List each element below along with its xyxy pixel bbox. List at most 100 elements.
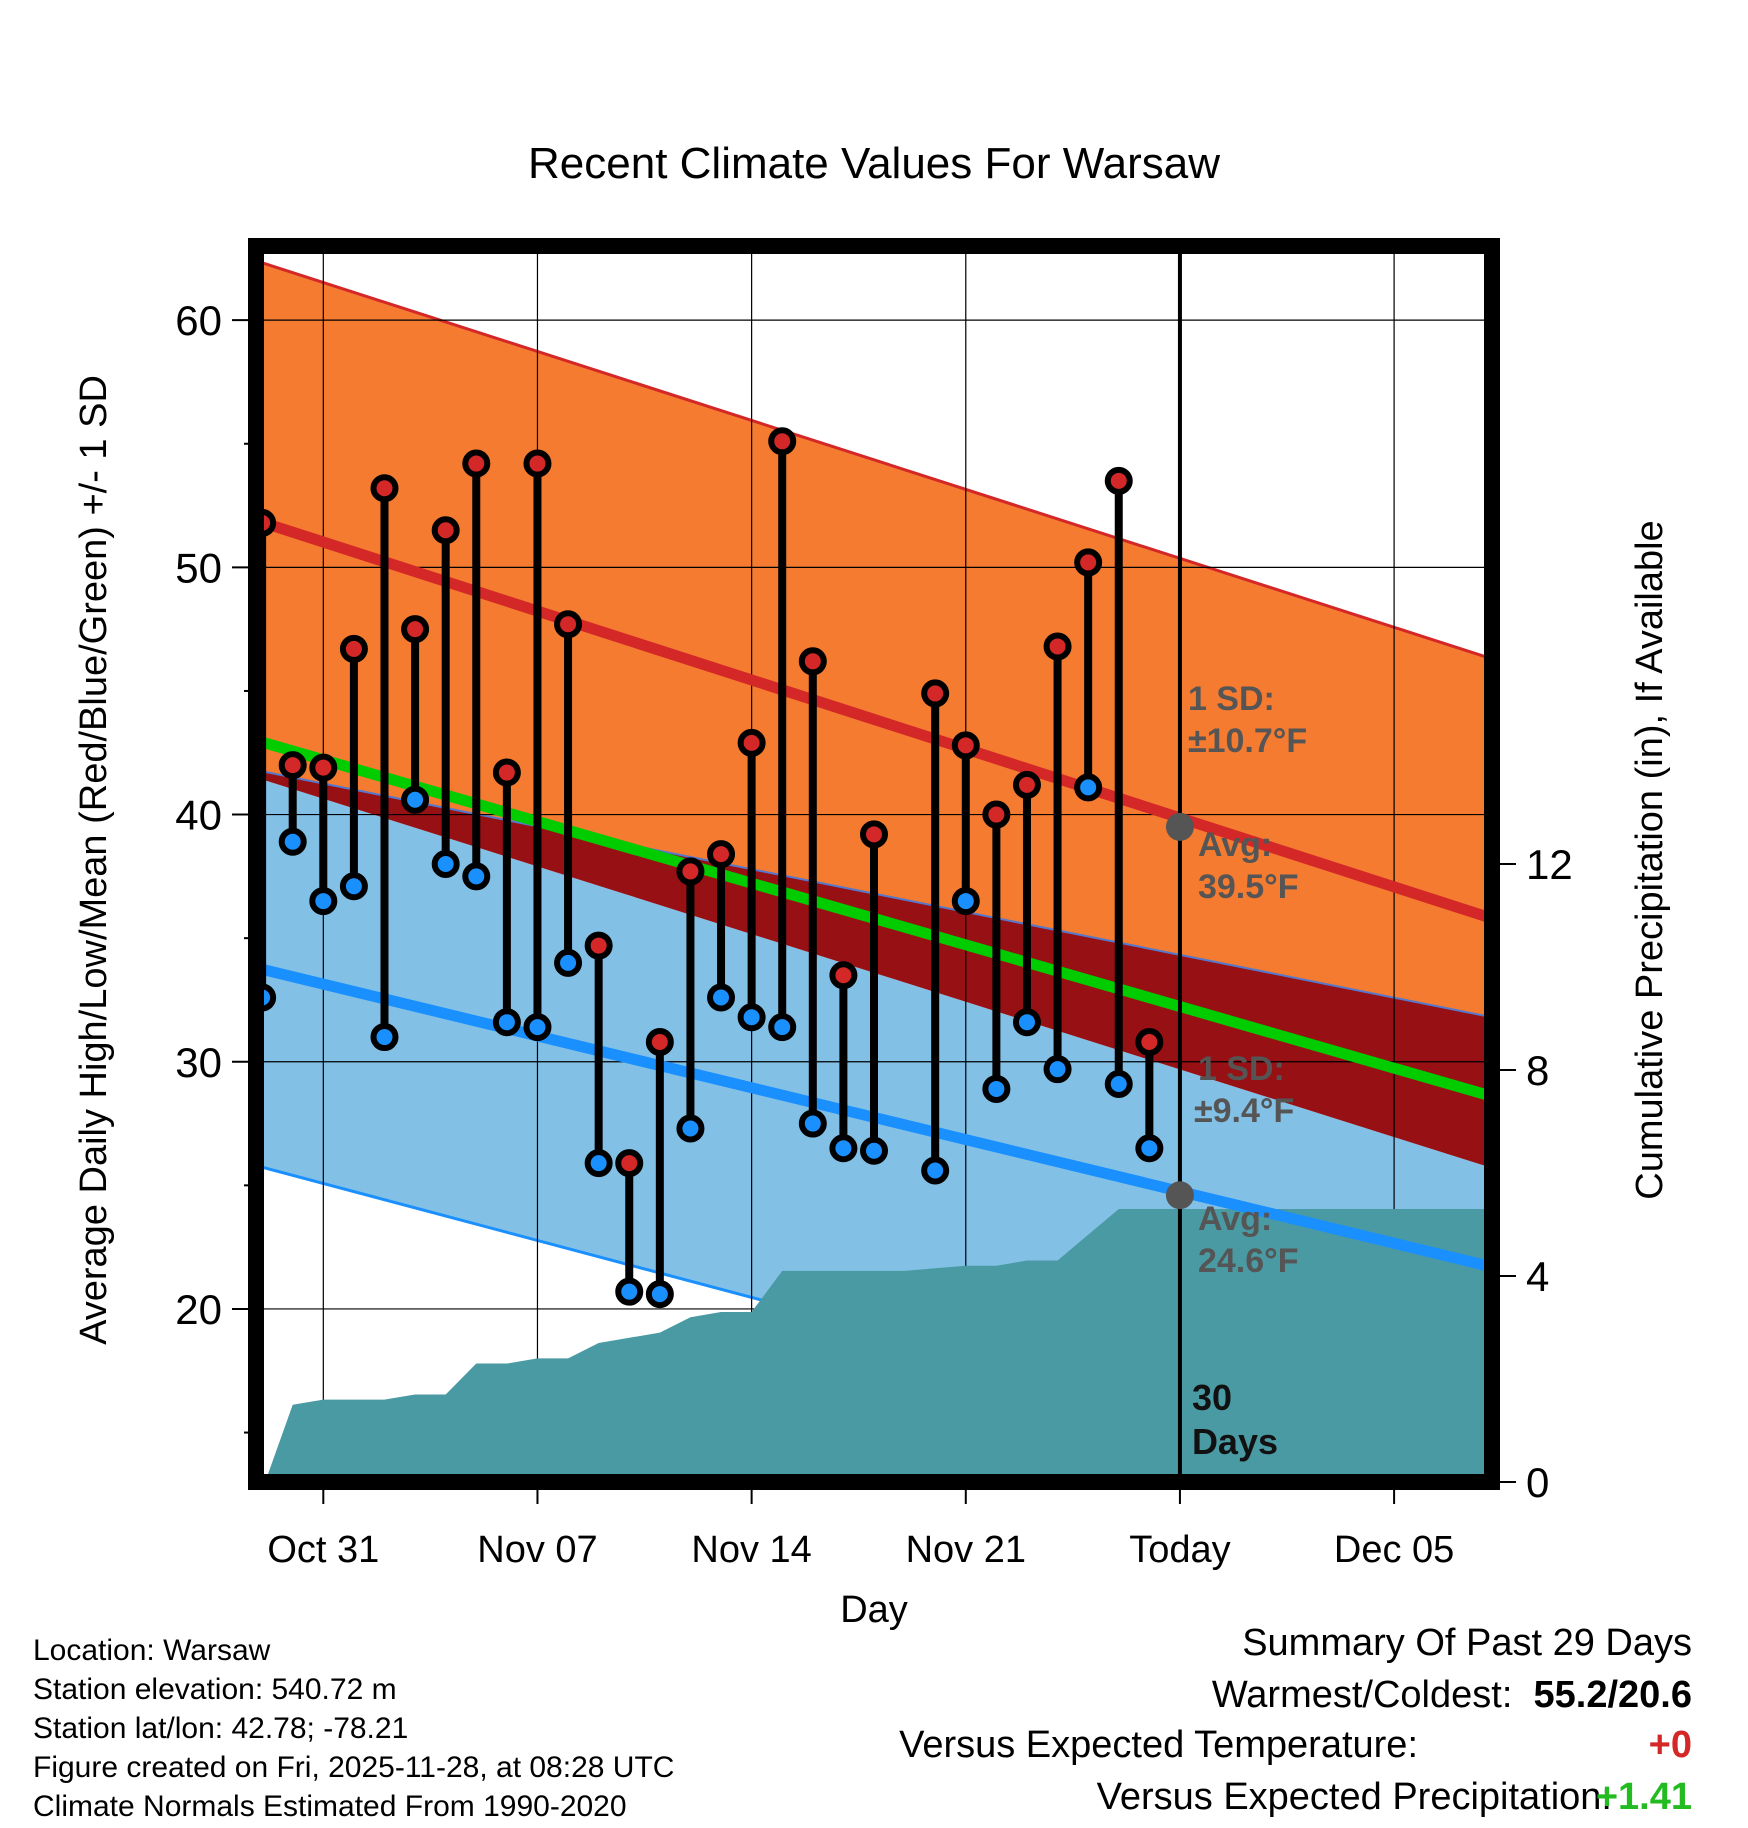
daily-high-point: [339, 634, 368, 663]
low-sd-value: ±9.4°F: [1194, 1092, 1294, 1130]
daily-low-point: [401, 785, 430, 814]
daily-low-point: [676, 1114, 705, 1143]
daily-high-point: [1012, 770, 1041, 799]
normal-high-line: [256, 515, 1492, 924]
y-axis-label: Average Daily High/Low/Mean (Red/Blue/Gr…: [73, 375, 115, 1345]
daily-low-point: [707, 983, 736, 1012]
high-avg-marker: [1165, 812, 1194, 841]
daily-low-point: [1104, 1070, 1133, 1099]
y-tick-label: 40: [175, 792, 222, 839]
daily-high-point: [278, 751, 307, 780]
daily-low-point: [1135, 1134, 1164, 1163]
daily-low-point: [1043, 1055, 1072, 1084]
daily-low-point: [584, 1149, 613, 1178]
summary-heading: Summary Of Past 29 Days: [1242, 1622, 1692, 1664]
x-tick-label: Oct 31: [267, 1529, 379, 1571]
x-tick-label: Nov 07: [477, 1529, 597, 1571]
y2-axis-label: Cumulative Precipitation (in), If Availa…: [1629, 520, 1671, 1199]
daily-high-point: [737, 728, 766, 757]
y2-tick-label: 12: [1526, 841, 1573, 888]
daily-low-point: [645, 1280, 674, 1309]
y-tick-label: 50: [175, 544, 222, 591]
summary-precip-value: +1.41: [1595, 1776, 1692, 1818]
low-avg-marker: [1165, 1181, 1194, 1210]
daily-high-point: [523, 449, 552, 478]
y-tick-label: 60: [175, 297, 222, 344]
chart-title: Recent Climate Values For Warsaw: [528, 139, 1220, 188]
daily-low-point: [921, 1156, 950, 1185]
daily-low-point: [523, 1013, 552, 1042]
y2-tick-label: 0: [1526, 1459, 1549, 1506]
daily-low-point: [1074, 773, 1103, 802]
daily-high-point: [829, 961, 858, 990]
daily-high-point: [645, 1027, 674, 1056]
daily-high-point: [768, 427, 797, 456]
low-avg-label: Avg:: [1198, 1200, 1272, 1238]
daily-high-point: [309, 753, 338, 782]
plot-area: 1 SD: ±10.7°F Avg: 39.5°F 1 SD: ±9.4°F Avg: 24.…: [175, 238, 1573, 1571]
today-days-number: 30: [1192, 1377, 1232, 1418]
y2-tick-label: 8: [1526, 1047, 1549, 1094]
footer-location: Location: Warsaw: [33, 1634, 271, 1667]
daily-low-point: [737, 1003, 766, 1032]
daily-low-point: [1012, 1008, 1041, 1037]
daily-low-point: [431, 850, 460, 878]
footer-latlon: Station lat/lon: 42.78; -78.21: [33, 1712, 409, 1745]
high-avg-value: 39.5°F: [1198, 868, 1299, 906]
daily-low-point: [309, 887, 338, 916]
daily-low-point: [982, 1074, 1011, 1103]
y2-tick-label: 4: [1526, 1253, 1549, 1300]
plot-content: 1 SD: ±10.7°F Avg: 39.5°F 1 SD: ±9.4°F Avg: 24.…: [256, 246, 1492, 1482]
x-tick-label: Nov 14: [691, 1529, 811, 1571]
daily-high-point: [492, 758, 521, 787]
daily-high-point: [431, 516, 460, 545]
summary-warmest-value: 55.2/20.6: [1533, 1674, 1692, 1716]
high-sd-label: 1 SD:: [1188, 680, 1275, 718]
daily-high-point: [615, 1149, 644, 1178]
summary-warmest-label: Warmest/Coldest:: [1211, 1674, 1513, 1716]
daily-low-point: [492, 1008, 521, 1037]
high-sd-upper-edge: [256, 259, 1492, 661]
daily-high-point: [370, 474, 399, 503]
daily-high-point: [401, 615, 430, 644]
daily-high-point: [676, 857, 705, 886]
low-avg-value: 24.6°F: [1198, 1242, 1299, 1280]
summary-precip-label: Versus Expected Precipitation:: [1096, 1776, 1612, 1818]
daily-high-point: [860, 820, 888, 849]
high-sd-value: ±10.7°F: [1188, 722, 1307, 760]
x-tick-label: Today: [1129, 1529, 1230, 1571]
footer-normals: Climate Normals Estimated From 1990-2020: [33, 1790, 627, 1823]
daily-high-point: [584, 931, 613, 960]
daily-low-point: [278, 827, 307, 856]
x-tick-label: Nov 21: [906, 1529, 1026, 1571]
x-tick-label: Dec 05: [1334, 1529, 1454, 1571]
daily-low-point: [951, 887, 980, 916]
daily-low-point: [370, 1023, 399, 1052]
daily-low-point: [798, 1109, 827, 1138]
summary-temp-value: +0: [1648, 1724, 1692, 1766]
footer-created: Figure created on Fri, 2025-11-28, at 08…: [33, 1751, 675, 1784]
daily-high-point: [921, 679, 950, 708]
summary-warmest-row: Warmest/Coldest: 55.2/20.6: [1212, 1674, 1692, 1717]
daily-high-point: [1135, 1027, 1164, 1056]
high-avg-label: Avg:: [1198, 826, 1272, 864]
daily-high-point: [1043, 632, 1072, 661]
today-days-word: Days: [1192, 1421, 1278, 1462]
daily-high-point: [554, 610, 583, 639]
daily-high-point: [798, 647, 827, 676]
y-tick-label: 30: [175, 1039, 222, 1086]
daily-low-point: [768, 1013, 797, 1042]
summary-temp-label: Versus Expected Temperature:: [899, 1724, 1418, 1766]
daily-low-point: [462, 862, 491, 891]
daily-high-point: [707, 840, 736, 869]
daily-low-point: [860, 1136, 888, 1165]
daily-low-point: [615, 1277, 644, 1306]
daily-low-point: [339, 872, 368, 901]
daily-low-point: [554, 948, 583, 977]
footer-elevation: Station elevation: 540.72 m: [33, 1673, 397, 1706]
low-sd-label: 1 SD:: [1198, 1050, 1285, 1088]
x-axis-label: Day: [840, 1589, 908, 1631]
daily-high-point: [1074, 548, 1103, 577]
daily-low-point: [829, 1134, 858, 1163]
